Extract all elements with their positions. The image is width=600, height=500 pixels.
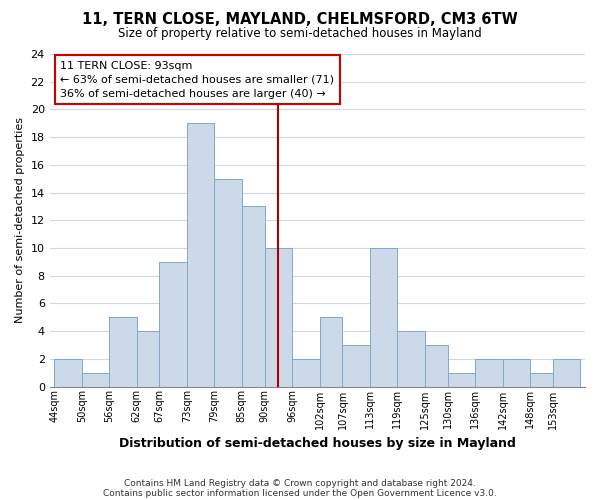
Text: Contains HM Land Registry data © Crown copyright and database right 2024.: Contains HM Land Registry data © Crown c… bbox=[124, 478, 476, 488]
Bar bbox=[530, 372, 553, 386]
Bar bbox=[160, 262, 187, 386]
Bar bbox=[553, 359, 580, 386]
Bar bbox=[503, 359, 530, 386]
Bar bbox=[242, 206, 265, 386]
Bar bbox=[475, 359, 503, 386]
X-axis label: Distribution of semi-detached houses by size in Mayland: Distribution of semi-detached houses by … bbox=[119, 437, 516, 450]
Bar bbox=[397, 331, 425, 386]
Bar bbox=[320, 317, 343, 386]
Bar bbox=[448, 372, 475, 386]
Text: Size of property relative to semi-detached houses in Mayland: Size of property relative to semi-detach… bbox=[118, 28, 482, 40]
Bar bbox=[54, 359, 82, 386]
Bar bbox=[82, 372, 109, 386]
Text: 11 TERN CLOSE: 93sqm
← 63% of semi-detached houses are smaller (71)
36% of semi-: 11 TERN CLOSE: 93sqm ← 63% of semi-detac… bbox=[61, 60, 334, 98]
Y-axis label: Number of semi-detached properties: Number of semi-detached properties bbox=[15, 118, 25, 324]
Bar bbox=[370, 248, 397, 386]
Bar bbox=[343, 345, 370, 387]
Bar bbox=[187, 124, 214, 386]
Bar bbox=[137, 331, 160, 386]
Bar bbox=[292, 359, 320, 386]
Bar bbox=[265, 248, 292, 386]
Bar bbox=[109, 317, 137, 386]
Text: 11, TERN CLOSE, MAYLAND, CHELMSFORD, CM3 6TW: 11, TERN CLOSE, MAYLAND, CHELMSFORD, CM3… bbox=[82, 12, 518, 28]
Bar bbox=[214, 178, 242, 386]
Text: Contains public sector information licensed under the Open Government Licence v3: Contains public sector information licen… bbox=[103, 488, 497, 498]
Bar bbox=[425, 345, 448, 387]
